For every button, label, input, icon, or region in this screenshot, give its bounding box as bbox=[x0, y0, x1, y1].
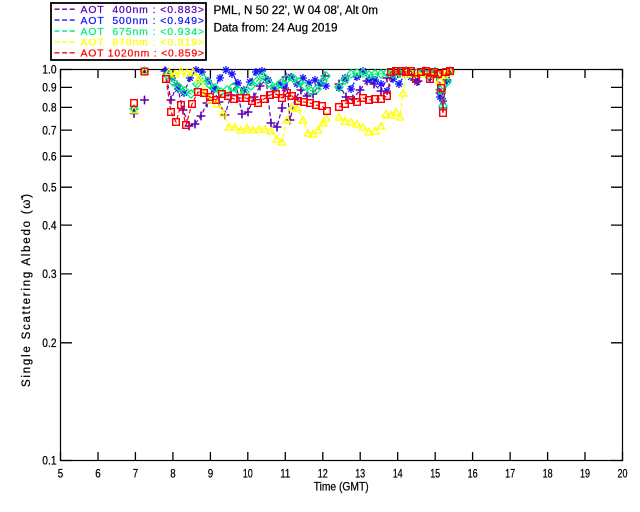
svg-text:1.0: 1.0 bbox=[42, 63, 56, 77]
svg-text:0.1: 0.1 bbox=[42, 454, 56, 468]
svg-text:AOT 500nm : <0.949>: AOT 500nm : <0.949> bbox=[81, 16, 205, 27]
svg-text:0.3: 0.3 bbox=[42, 267, 56, 281]
svg-text:0.6: 0.6 bbox=[42, 149, 56, 163]
svg-text:PML, N 50 22', W 04 08', Alt 0: PML, N 50 22', W 04 08', Alt 0m bbox=[214, 3, 379, 17]
svg-text:AOT 675nm : <0.934>: AOT 675nm : <0.934> bbox=[81, 27, 205, 38]
svg-text:7: 7 bbox=[133, 467, 139, 481]
svg-text:10: 10 bbox=[243, 467, 253, 481]
svg-text:14: 14 bbox=[393, 467, 403, 481]
svg-text:AOT 1020nm : <0.859>: AOT 1020nm : <0.859> bbox=[81, 49, 205, 60]
svg-text:6: 6 bbox=[95, 467, 101, 481]
svg-text:13: 13 bbox=[355, 467, 365, 481]
svg-text:18: 18 bbox=[543, 467, 553, 481]
svg-text:0.4: 0.4 bbox=[42, 218, 56, 232]
svg-text:17: 17 bbox=[505, 467, 515, 481]
svg-text:11: 11 bbox=[280, 467, 290, 481]
svg-text:0.5: 0.5 bbox=[42, 180, 56, 194]
svg-text:0.2: 0.2 bbox=[42, 336, 56, 350]
svg-text:20: 20 bbox=[618, 467, 628, 481]
svg-text:Single Scattering Albedo (ω̃): Single Scattering Albedo (ω̃) bbox=[21, 194, 33, 387]
svg-text:9: 9 bbox=[208, 467, 214, 481]
svg-text:AOT 400nm : <0.883>: AOT 400nm : <0.883> bbox=[81, 5, 205, 16]
svg-text:AOT 870nm : <0.819>: AOT 870nm : <0.819> bbox=[81, 38, 205, 49]
svg-text:Data from: 24 Aug 2019: Data from: 24 Aug 2019 bbox=[214, 21, 338, 35]
svg-text:0.8: 0.8 bbox=[42, 101, 56, 115]
svg-text:16: 16 bbox=[468, 467, 478, 481]
svg-text:15: 15 bbox=[430, 467, 440, 481]
svg-text:5: 5 bbox=[58, 467, 64, 481]
svg-text:12: 12 bbox=[318, 467, 328, 481]
svg-text:8: 8 bbox=[170, 467, 176, 481]
svg-text:Time (GMT): Time (GMT) bbox=[314, 480, 369, 494]
svg-text:19: 19 bbox=[580, 467, 590, 481]
svg-text:0.9: 0.9 bbox=[42, 81, 56, 95]
svg-text:0.7: 0.7 bbox=[42, 123, 56, 137]
